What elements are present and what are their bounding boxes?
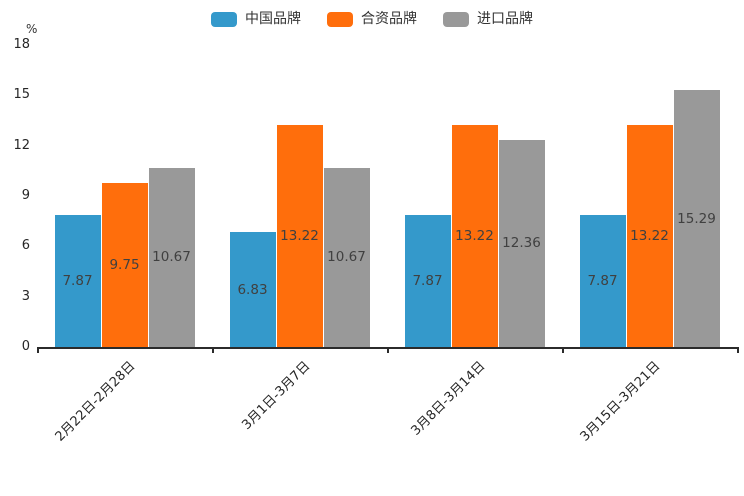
y-axis-tick-label: 12 (13, 137, 30, 153)
legend-item-进口品牌[interactable]: 进口品牌 (443, 11, 533, 27)
x-axis-label: 3月1日-3月7日 (238, 358, 313, 433)
y-axis-tick-label: 9 (21, 188, 30, 203)
legend: 中国品牌 合资品牌 进口品牌 (0, 8, 744, 30)
bar-进口品牌 (148, 167, 195, 347)
bar-value-label: 10.67 (152, 249, 191, 266)
bar-value-label: 12.36 (502, 235, 541, 252)
x-axis-label: 3月15日-3月21日 (577, 358, 663, 445)
x-axis-label: 3月8日-3月14日 (407, 358, 488, 439)
bar-value-label: 7.87 (62, 272, 93, 289)
legend-swatch-icon (211, 11, 237, 27)
x-axis-tick (37, 347, 39, 353)
bar-合资品牌 (451, 125, 498, 347)
x-axis-tick (737, 347, 739, 353)
y-axis-tick-label: 3 (21, 288, 30, 304)
bar-value-label: 15.29 (677, 210, 716, 227)
bar-value-label: 10.67 (327, 249, 366, 266)
bar-合资品牌 (101, 183, 148, 347)
y-axis-unit-label: % (26, 22, 38, 36)
legend-label: 合资品牌 (361, 11, 417, 27)
y-axis-tick-label: 6 (21, 238, 30, 254)
legend-item-中国品牌[interactable]: 中国品牌 (211, 11, 301, 27)
bar-value-label: 6.83 (237, 281, 268, 298)
y-axis-tick-label: 0 (21, 339, 30, 354)
x-axis-tick (562, 347, 564, 353)
bar-value-label: 13.22 (455, 228, 494, 245)
bar-合资品牌 (276, 125, 323, 347)
y-axis-tick-label: 18 (13, 37, 30, 52)
bar-中国品牌 (404, 214, 451, 347)
bar-中国品牌 (54, 214, 101, 347)
legend-item-合资品牌[interactable]: 合资品牌 (327, 11, 417, 27)
bar-value-label: 13.22 (280, 228, 319, 245)
x-axis-tick (212, 347, 214, 353)
bar-value-label: 7.87 (587, 272, 618, 289)
x-axis-tick (387, 347, 389, 353)
bar-进口品牌 (323, 167, 370, 347)
bar-合资品牌 (626, 125, 673, 347)
legend-label: 进口品牌 (477, 11, 533, 27)
bar-中国品牌 (579, 214, 626, 347)
bar-value-label: 7.87 (412, 272, 443, 289)
bar-进口品牌 (498, 139, 545, 347)
legend-label: 中国品牌 (245, 11, 301, 27)
legend-swatch-icon (327, 11, 353, 27)
x-axis-label: 2月22日-2月28日 (52, 358, 138, 445)
bar-value-label: 9.75 (109, 257, 140, 274)
bar-中国品牌 (229, 232, 276, 347)
bar-进口品牌 (673, 90, 720, 347)
legend-swatch-icon (443, 11, 469, 27)
y-axis-tick-label: 15 (13, 87, 30, 103)
bar-value-label: 13.22 (630, 228, 669, 245)
